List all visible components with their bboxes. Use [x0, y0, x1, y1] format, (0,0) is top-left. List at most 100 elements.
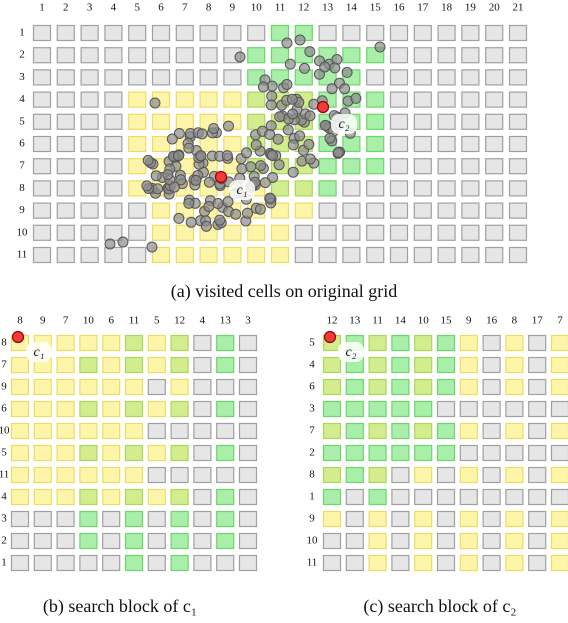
cell	[436, 532, 456, 550]
cell	[79, 532, 98, 550]
visited-point	[329, 62, 341, 74]
cell	[437, 158, 456, 175]
visited-point	[324, 132, 336, 144]
cell	[79, 444, 98, 462]
cell	[461, 202, 480, 219]
cell	[342, 24, 361, 42]
cell	[485, 91, 504, 108]
row-label: 6	[19, 138, 25, 150]
cell	[193, 356, 212, 374]
cell	[318, 202, 337, 219]
row-label: 5	[1, 447, 7, 459]
center-label: c₂	[345, 345, 356, 360]
cell	[366, 69, 385, 86]
visited-point	[284, 58, 296, 70]
cell	[147, 488, 166, 506]
column-label: 11	[275, 2, 286, 14]
cell	[32, 47, 52, 64]
cell	[508, 180, 528, 197]
visited-point	[319, 119, 331, 131]
cell	[238, 356, 258, 374]
cell	[80, 158, 99, 175]
row-label: 11	[307, 557, 318, 569]
cell	[550, 466, 568, 484]
cell	[414, 356, 433, 374]
column-label: 15	[441, 315, 453, 327]
cell	[124, 466, 144, 484]
cell	[508, 47, 528, 64]
cell	[508, 224, 528, 241]
cell	[33, 422, 52, 440]
cell	[528, 422, 547, 440]
cell	[550, 400, 568, 418]
cell	[33, 532, 52, 550]
cell	[79, 510, 98, 528]
cell	[102, 378, 121, 396]
cell	[345, 554, 364, 572]
cell	[345, 488, 364, 506]
column-label: 4	[200, 315, 206, 327]
cell	[368, 532, 387, 550]
visited-point	[273, 159, 285, 171]
cell	[32, 24, 52, 42]
cell	[147, 378, 166, 396]
cell	[389, 113, 409, 130]
cell	[193, 554, 212, 572]
visited-point	[287, 166, 299, 178]
row-label: 2	[309, 447, 315, 459]
cell	[247, 24, 266, 42]
cell	[505, 334, 524, 352]
cell	[199, 47, 218, 64]
cell	[56, 378, 75, 396]
cell	[528, 466, 547, 484]
cell	[368, 400, 387, 418]
cell	[459, 444, 478, 462]
cell	[170, 378, 189, 396]
caption: (a) visited cells on original grid	[171, 281, 397, 302]
cell	[151, 224, 171, 241]
cell	[175, 246, 194, 264]
visited-point	[274, 111, 286, 123]
cell	[413, 246, 432, 264]
cell	[247, 224, 266, 241]
cell	[102, 488, 121, 506]
cell	[193, 532, 212, 550]
cell	[199, 24, 218, 42]
row-label: 5	[309, 337, 315, 349]
column-label: 14	[395, 315, 407, 327]
cell	[223, 246, 242, 264]
cell	[437, 91, 456, 108]
cell	[56, 356, 75, 374]
cell	[391, 334, 410, 352]
cell	[216, 510, 235, 528]
cell	[124, 356, 144, 374]
cell	[318, 224, 337, 241]
center-point	[316, 100, 330, 114]
cell	[389, 224, 409, 241]
cell	[170, 510, 189, 528]
visited-point	[196, 128, 208, 140]
cell	[10, 422, 30, 440]
visited-point	[175, 174, 187, 186]
cell	[366, 202, 385, 219]
cell	[270, 24, 290, 42]
cell	[482, 510, 501, 528]
column-label: 16	[486, 315, 498, 327]
cell	[528, 378, 547, 396]
visited-point	[190, 174, 202, 186]
visited-point	[149, 97, 161, 109]
cell	[482, 334, 501, 352]
cell	[170, 444, 189, 462]
cell	[151, 113, 171, 130]
visited-point	[203, 176, 215, 188]
cell	[322, 400, 342, 418]
cell	[104, 24, 123, 42]
cell	[80, 47, 99, 64]
cell	[322, 532, 342, 550]
cell	[508, 158, 528, 175]
cell	[345, 400, 364, 418]
cell	[32, 91, 52, 108]
visited-point	[259, 177, 271, 189]
cell	[459, 488, 478, 506]
cell	[247, 47, 266, 64]
